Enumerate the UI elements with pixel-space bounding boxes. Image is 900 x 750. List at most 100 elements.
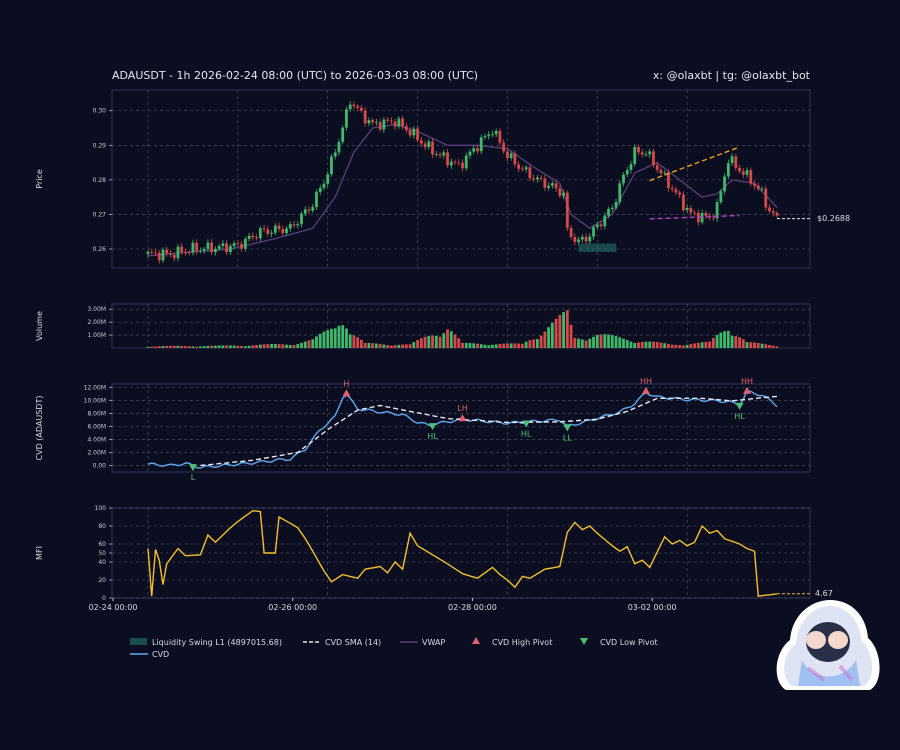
legend-label: CVD xyxy=(152,650,169,659)
volume-bar xyxy=(554,318,558,348)
mfi-last-value: 4.67 xyxy=(815,589,833,598)
volume-bar xyxy=(296,344,300,348)
volume-bar xyxy=(607,334,610,348)
volume-bar xyxy=(363,342,367,348)
volume-bar xyxy=(580,339,584,348)
candle-body xyxy=(341,127,345,142)
candle-body xyxy=(277,225,281,230)
candle-body xyxy=(378,122,382,130)
candle-body xyxy=(685,207,689,211)
candle-body xyxy=(165,249,169,254)
candle-body xyxy=(195,242,199,252)
candle-body xyxy=(172,254,176,259)
x-tick-label: 02-24 00:00 xyxy=(89,603,138,612)
candle-body xyxy=(637,146,640,153)
cvd-tick-label: 2.00M xyxy=(87,449,106,456)
volume-bar xyxy=(213,345,217,348)
vwap-layer xyxy=(147,123,778,257)
volume-bar xyxy=(562,312,565,348)
volume-bar xyxy=(476,343,479,348)
price-tick-label: 0.26 xyxy=(93,246,107,253)
candle-body xyxy=(217,245,221,249)
candle-body xyxy=(345,109,348,128)
volume-bar xyxy=(517,343,521,348)
volume-bar xyxy=(599,334,603,348)
volume-bar xyxy=(150,346,154,348)
volume-grid xyxy=(112,304,810,348)
cvd-high-pivot-marker xyxy=(641,386,650,394)
candle-body xyxy=(300,213,303,225)
legend: Liquidity Swing L1 (4897015.68) CVD SMA (… xyxy=(130,637,658,659)
candle-body xyxy=(176,246,180,259)
volume-bar xyxy=(195,346,199,348)
candle-body xyxy=(584,236,588,242)
volume-bar xyxy=(573,338,577,348)
candle-body xyxy=(206,242,210,249)
candle-body xyxy=(562,192,565,196)
mfi-y-ticks: 0 20 40 50 60 80 100 xyxy=(95,505,112,602)
volume-bar xyxy=(431,335,434,348)
candle-body xyxy=(704,212,708,216)
volume-bar xyxy=(700,342,704,348)
volume-bar xyxy=(232,345,236,348)
volume-bar xyxy=(311,339,315,348)
candle-body xyxy=(550,183,554,186)
volume-bar xyxy=(303,341,307,348)
candle-body xyxy=(592,227,595,237)
price-tick-label: 0.28 xyxy=(93,177,107,184)
volume-bar xyxy=(221,345,225,348)
volume-bar xyxy=(273,344,277,348)
volume-bar xyxy=(187,346,191,348)
volume-bar xyxy=(176,345,180,348)
volume-bar xyxy=(753,342,756,348)
candle-body xyxy=(618,183,622,203)
candle-body xyxy=(539,177,543,179)
legend-label: CVD SMA (14) xyxy=(325,638,381,647)
mfi-tick-label: 40 xyxy=(98,559,106,566)
candle-body xyxy=(479,137,483,152)
volume-bar xyxy=(442,333,446,348)
candle-body xyxy=(547,185,551,188)
volume-bar xyxy=(708,341,712,348)
volume-bar xyxy=(416,340,419,348)
legend-low-pivot-icon xyxy=(580,638,588,645)
volume-bar xyxy=(730,335,734,348)
volume-bar xyxy=(472,343,476,348)
candle-body xyxy=(360,107,363,111)
candle-body xyxy=(416,128,419,141)
candle-body xyxy=(558,188,562,196)
candle-body xyxy=(633,146,637,165)
candle-body xyxy=(371,120,375,123)
volume-bar xyxy=(689,344,693,348)
volume-bar xyxy=(322,331,326,348)
candle-body xyxy=(434,154,438,156)
cvd-low-pivot-marker xyxy=(188,464,197,472)
volume-bar xyxy=(446,329,449,348)
candle-body xyxy=(461,162,464,169)
legend-label: Liquidity Swing L1 (4897015.68) xyxy=(152,638,282,647)
volume-bar xyxy=(285,344,288,348)
candle-body xyxy=(625,170,629,175)
cvd-tick-label: 6.00M xyxy=(87,423,106,430)
candle-body xyxy=(464,155,468,169)
candle-body xyxy=(719,191,723,203)
cvd-low-pivot-marker xyxy=(522,420,531,428)
candle-body xyxy=(348,104,352,110)
candle-body xyxy=(146,251,150,255)
volume-bar xyxy=(603,334,607,348)
legend-label: CVD Low Pivot xyxy=(600,638,658,647)
candle-body xyxy=(438,154,442,156)
candle-body xyxy=(333,152,337,157)
volume-bar xyxy=(146,346,150,348)
volume-bar xyxy=(663,343,667,348)
volume-bar xyxy=(681,345,685,348)
candle-body xyxy=(674,189,678,193)
candle-body xyxy=(775,212,779,216)
volume-bar xyxy=(356,337,360,348)
volume-bar xyxy=(539,335,543,348)
volume-bar xyxy=(408,344,412,348)
volume-bar xyxy=(161,346,165,348)
